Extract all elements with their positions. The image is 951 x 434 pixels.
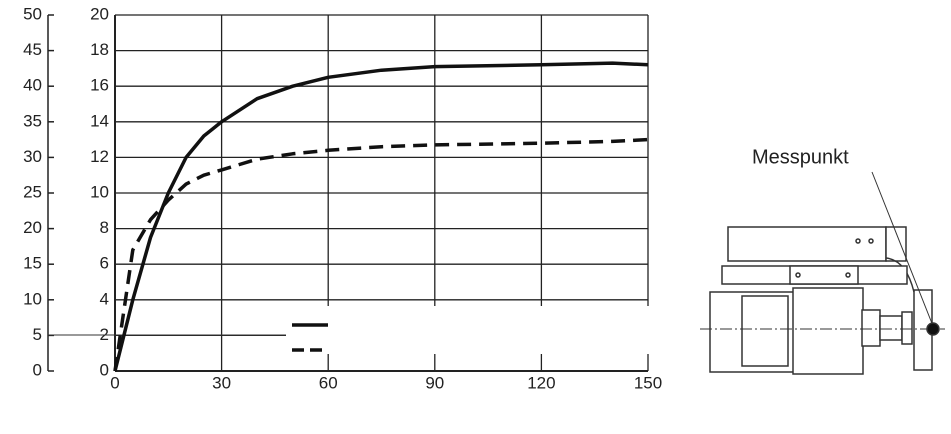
x-tick-label: 90 <box>425 373 444 392</box>
y-tick-label: 15 <box>23 254 42 273</box>
y-tick-label: 20 <box>23 218 42 237</box>
y2-tick-label: 20 <box>90 4 109 23</box>
line-series <box>113 137 649 372</box>
y2-tick-label: 18 <box>90 40 109 59</box>
y-tick-label: 25 <box>23 182 42 201</box>
y2-tick-label: 16 <box>90 76 109 95</box>
x-tick-label: 60 <box>319 373 338 392</box>
y2-tick-label: 8 <box>100 218 109 237</box>
y2-tick-label: 4 <box>100 289 109 308</box>
annotation: Messpunkt <box>752 146 849 168</box>
curves <box>113 61 649 372</box>
y2-tick-label: 10 <box>90 182 109 201</box>
y-tick-label: 45 <box>23 40 42 59</box>
y2-tick-label: 14 <box>90 111 109 130</box>
x-tick-label: 30 <box>212 373 231 392</box>
diagram <box>700 171 945 375</box>
y-tick-label: 0 <box>33 360 42 379</box>
y2-tick-label: 12 <box>90 147 109 166</box>
y2-tick-label: 6 <box>100 254 109 273</box>
x-tick-label: 120 <box>527 373 555 392</box>
y-tick-label: 40 <box>23 76 42 95</box>
grid: 0 5 10 15 20 25 30 35 40 45 50 0 2 4 6 8 10 12 14 16 18 20 0 30… <box>23 4 662 392</box>
y-tick-label: 50 <box>23 4 42 23</box>
y-tick-label: 5 <box>33 325 42 344</box>
y-tick-label: 10 <box>23 289 42 308</box>
x-tick-label: 150 <box>634 373 662 392</box>
x-tick-label: 0 <box>110 373 119 392</box>
y2-tick-label: 0 <box>100 360 109 379</box>
y2-tick-label: 2 <box>100 325 109 344</box>
line-series <box>113 61 649 372</box>
y-tick-label: 35 <box>23 111 42 130</box>
y-tick-label: 30 <box>23 147 42 166</box>
legend-box <box>286 306 650 354</box>
